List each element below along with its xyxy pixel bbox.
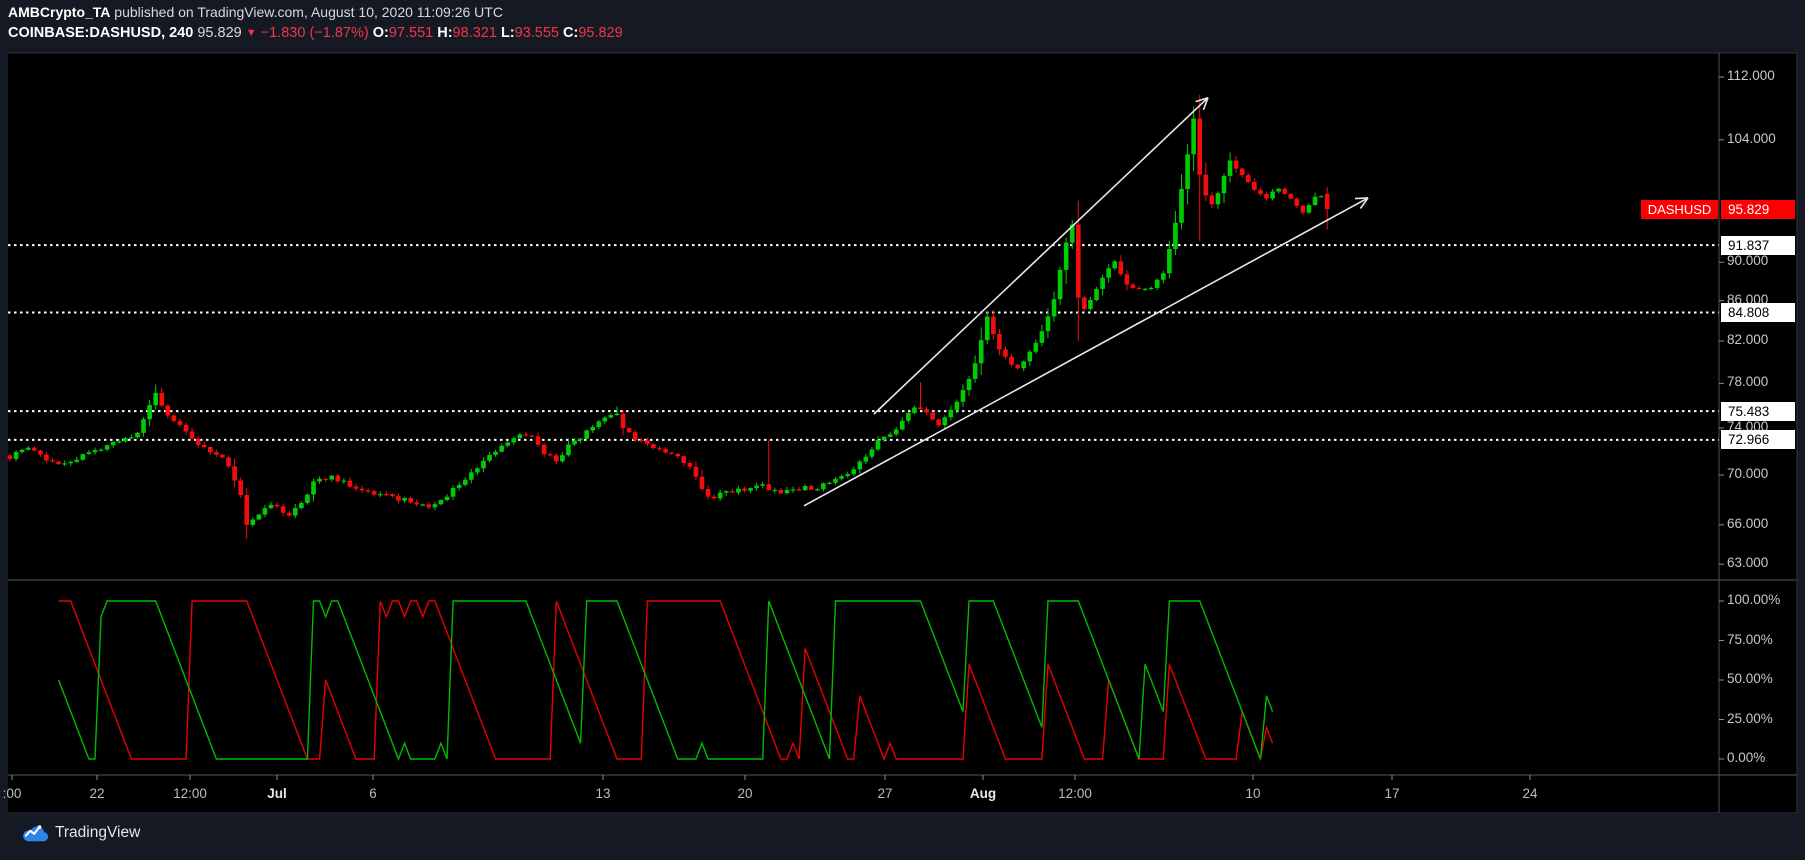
price-level-label: 91.837 <box>1721 235 1795 255</box>
header: AMBCrypto_TA published on TradingView.co… <box>0 0 1805 52</box>
candlestick-series <box>7 94 1330 540</box>
price-level-label: 75.483 <box>1721 401 1795 421</box>
time-tick-label: 17 <box>1384 786 1400 801</box>
price-change: −1.830 (−1.87%) <box>260 25 369 41</box>
trendline-arrowhead <box>1195 96 1209 103</box>
time-tick-label: 12:00 <box>1058 786 1092 801</box>
last-price-label: 95.829 <box>1721 199 1795 219</box>
symbol-interval: COINBASE:DASHUSD, 240 <box>8 25 194 41</box>
last-price: 95.829 <box>197 25 242 41</box>
time-tick-label: 12:00 <box>173 786 207 801</box>
publish-line: AMBCrypto_TA published on TradingView.co… <box>8 4 503 20</box>
time-tick-label: 10 <box>1245 786 1261 801</box>
high-value: 98.321 <box>452 25 497 41</box>
time-tick-label: Jul <box>267 786 287 801</box>
trendline-arrowhead <box>1202 97 1209 111</box>
aroon-up-line <box>57 600 1274 761</box>
tradingview-brand[interactable]: TradingView <box>22 822 140 844</box>
time-tick-label: Aug <box>969 786 997 801</box>
brand-text: TradingView <box>55 824 141 841</box>
time-tick-label: 6 <box>369 786 377 801</box>
price-level-label: 72.966 <box>1721 430 1795 450</box>
percent-tick-label: 100.00% <box>1727 592 1781 607</box>
price-tick-label: 82.000 <box>1727 332 1769 348</box>
low-value: 93.555 <box>514 25 559 41</box>
trendline <box>873 97 1209 415</box>
price-tick-label: 90.000 <box>1727 253 1769 269</box>
time-tick-label: 27 <box>877 786 893 801</box>
price-tick-label: 78.000 <box>1727 374 1769 390</box>
percent-tick-label: 0.00% <box>1727 750 1766 765</box>
time-tick-label: :00 <box>2 786 22 801</box>
price-tick-label: 104.000 <box>1727 130 1776 146</box>
publish-text: published on TradingView.com, August 10,… <box>110 4 503 20</box>
time-tick-label: 13 <box>595 786 611 801</box>
percent-tick-label: 25.00% <box>1727 710 1773 726</box>
time-tick-label: 20 <box>737 786 753 801</box>
chart-background <box>8 53 1797 813</box>
high-label: H: <box>437 25 453 41</box>
author-name: AMBCrypto_TA <box>8 4 111 20</box>
down-arrow-icon: ▼ <box>245 27 257 39</box>
trendline-arrowhead <box>1359 197 1369 209</box>
low-label: L: <box>500 25 515 41</box>
tradingview-logo-icon <box>23 825 48 842</box>
price-level-label: 84.808 <box>1721 303 1795 323</box>
symbol-line: COINBASE:DASHUSD, 240 95.829 ▼ −1.830 (−… <box>8 25 623 41</box>
price-tick-label: 112.000 <box>1727 68 1775 84</box>
trendline-arrowhead <box>1354 197 1369 200</box>
open-value: 97.551 <box>388 25 434 41</box>
price-tick-label: 74.000 <box>1727 418 1769 434</box>
time-tick-label: 24 <box>1522 786 1538 801</box>
trendline <box>803 197 1369 507</box>
symbol-price-tag: DASHUSD <box>1641 199 1718 219</box>
price-tick-label: 66.000 <box>1727 515 1769 531</box>
percent-tick-label: 75.00% <box>1727 631 1773 647</box>
price-tick-label: 70.000 <box>1727 465 1769 481</box>
close-value: 95.829 <box>578 25 623 41</box>
price-tick-label: 63.000 <box>1727 555 1769 571</box>
open-label: O: <box>372 25 389 41</box>
price-tick-label: 86.000 <box>1727 291 1769 307</box>
close-label: C: <box>563 25 579 41</box>
footer: TradingView <box>0 813 1805 860</box>
time-tick-label: 22 <box>89 786 105 801</box>
aroon-down-line <box>58 600 1274 762</box>
percent-tick-label: 50.00% <box>1727 671 1773 686</box>
